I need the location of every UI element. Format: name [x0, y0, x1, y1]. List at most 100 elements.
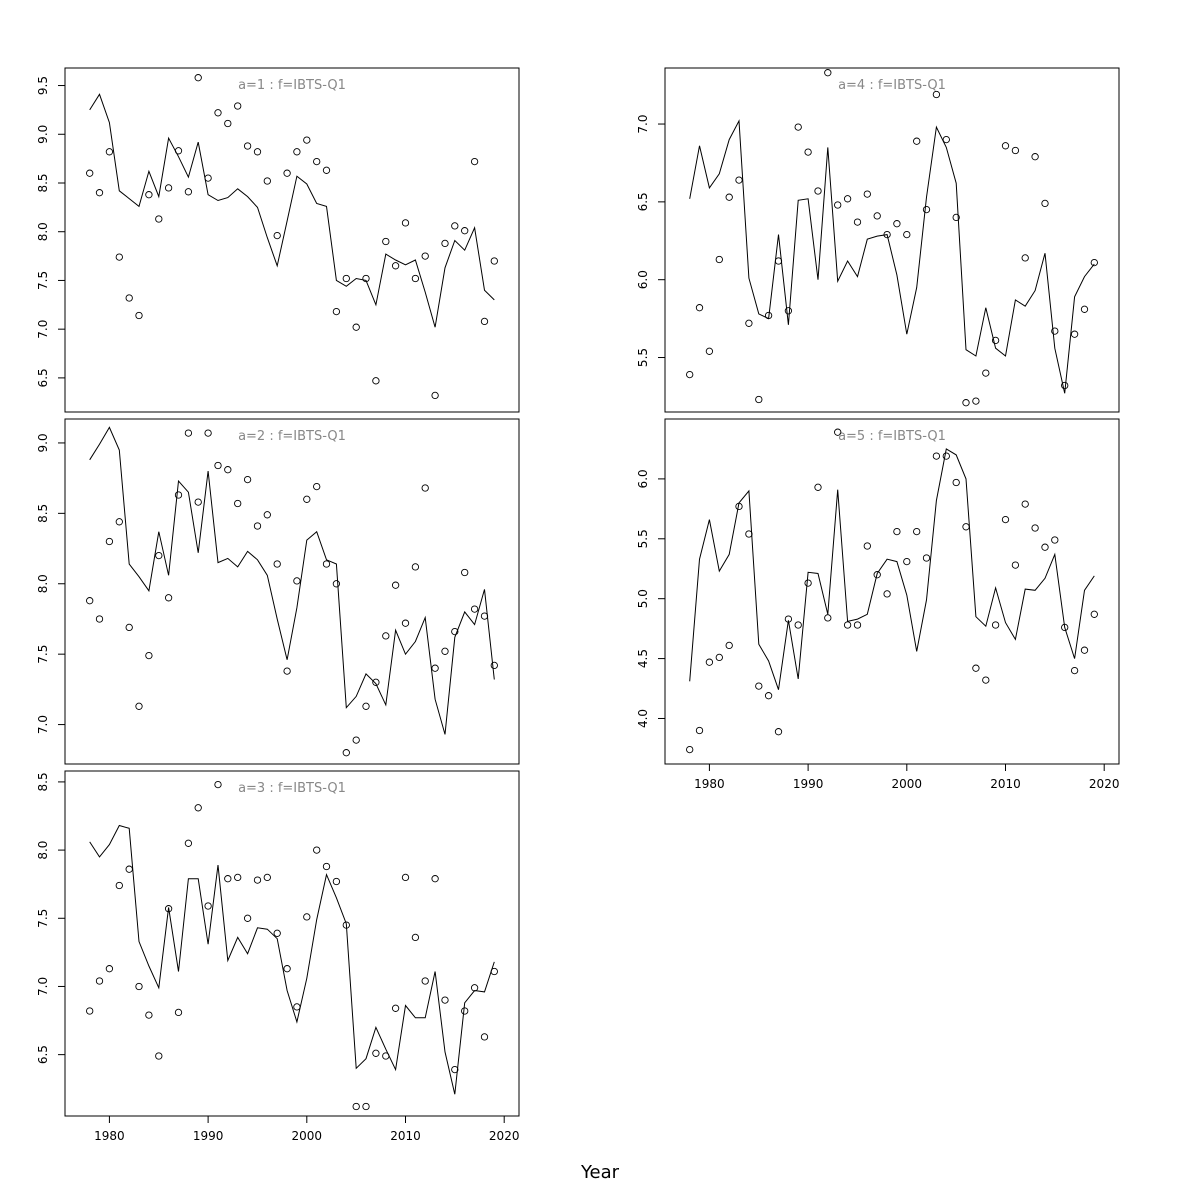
observed-point [913, 137, 921, 145]
observed-point [105, 148, 114, 156]
observed-point [194, 74, 202, 82]
observed-point [243, 914, 252, 922]
observed-point [755, 395, 763, 404]
observed-point [843, 621, 852, 629]
observed-point [194, 498, 202, 506]
observed-point [715, 255, 723, 264]
observed-point [490, 967, 498, 976]
observed-point [313, 482, 321, 491]
observed-point [873, 571, 881, 579]
observed-point [932, 90, 941, 99]
observed-point [243, 142, 252, 150]
observed-point [824, 614, 832, 622]
y-tick-label: 5.5 [636, 348, 650, 367]
observed-point [135, 311, 143, 320]
y-tick-label: 7.5 [36, 645, 50, 664]
observed-point [451, 1065, 459, 1074]
observed-point [401, 219, 410, 227]
y-tick-label: 7.5 [36, 271, 50, 290]
observed-point [86, 597, 94, 605]
observed-point [942, 452, 950, 460]
observed-point [932, 452, 941, 460]
observed-point [115, 518, 123, 526]
observed-point [352, 736, 360, 744]
observed-point [362, 274, 370, 283]
observed-point [164, 905, 173, 913]
observed-point [421, 977, 429, 985]
observed-point [253, 148, 262, 156]
panels: a=1 : f=IBTS-Q1 6.5 7.0 7.5 8.0 8.5 9.0 9.5 a=2 … [36, 67, 1120, 1143]
observed-point [893, 220, 901, 228]
observed-point [991, 621, 1000, 629]
observed-point [332, 877, 341, 886]
observed-point [824, 69, 832, 77]
observed-point [863, 542, 871, 550]
observed-point [735, 176, 743, 184]
observed-point [962, 523, 970, 531]
observed-point [135, 982, 143, 991]
observed-point [391, 1004, 400, 1012]
observed-point [125, 865, 133, 873]
fitted-line [689, 119, 1095, 394]
y-tick-label: 7.5 [36, 909, 50, 928]
observed-point [184, 429, 193, 437]
observed-point [303, 136, 311, 144]
observed-point [883, 590, 891, 598]
observed-point [853, 621, 862, 629]
observed-point [313, 846, 321, 854]
observed-point [480, 317, 489, 326]
observed-point [1080, 646, 1089, 654]
observed-point [283, 667, 291, 675]
panel-title: a=3 : f=IBTS-Q1 [238, 781, 346, 796]
observed-point [784, 615, 793, 623]
observed-point [362, 1102, 370, 1111]
observed-point [86, 169, 94, 177]
observed-point [1070, 330, 1079, 338]
observed-point [441, 239, 449, 248]
plot-frame [64, 770, 520, 1117]
observed-point [804, 579, 812, 587]
observed-point [962, 399, 970, 407]
observed-point [903, 557, 911, 566]
observed-point [1031, 524, 1039, 532]
observed-point [480, 1033, 489, 1041]
observed-point [234, 873, 242, 882]
observed-point [214, 780, 222, 789]
observed-point [735, 502, 743, 511]
observed-point [86, 1007, 94, 1015]
x-tick-label: 1980 [94, 1129, 125, 1143]
observed-point [214, 109, 222, 117]
observed-point [794, 123, 802, 131]
observed-point [764, 311, 773, 320]
x-tick-label: 1990 [193, 1129, 224, 1143]
observed-point [342, 749, 350, 757]
observed-point [1021, 254, 1029, 262]
y-tick-label: 8.0 [36, 574, 50, 593]
observed-point [764, 692, 773, 700]
observed-point [411, 274, 420, 283]
observed-point [863, 190, 871, 198]
y-tick-label: 6.5 [36, 368, 50, 387]
observed-point [125, 623, 133, 632]
y-tick-label: 6.5 [36, 1045, 50, 1064]
observed-point [253, 522, 262, 530]
observed-point [322, 862, 331, 871]
observed-point [982, 369, 990, 377]
observed-point [725, 641, 733, 650]
x-tick-label: 2020 [489, 1129, 520, 1143]
observed-point [352, 323, 360, 331]
observed-point [263, 511, 271, 519]
panel-title: a=4 : f=IBTS-Q1 [838, 78, 946, 93]
observed-point [451, 627, 459, 636]
y-tick-label: 8.0 [36, 841, 50, 860]
observed-point [1001, 515, 1010, 524]
y-tick-label: 7.0 [636, 114, 650, 133]
observed-point [145, 1011, 153, 1019]
observed-point [253, 876, 262, 884]
y-tick-label: 8.5 [36, 772, 50, 791]
observed-point [401, 619, 410, 627]
y-tick-label: 7.0 [36, 977, 50, 996]
observed-point [745, 530, 753, 538]
observed-point [725, 193, 733, 201]
observed-point [774, 728, 783, 736]
